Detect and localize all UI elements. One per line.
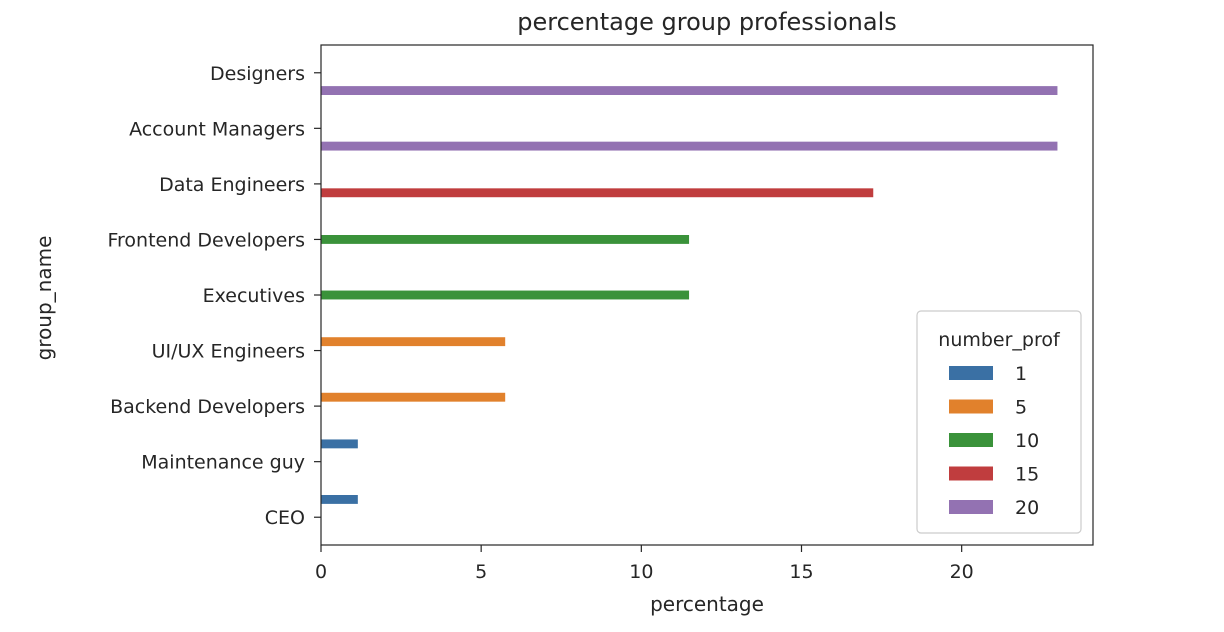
legend-title: number_prof (938, 329, 1061, 351)
y-tick-label: Backend Developers (110, 396, 305, 418)
x-tick-label: 5 (475, 561, 487, 583)
y-tick-label: Data Engineers (159, 174, 305, 196)
bar-designers-series-20 (321, 86, 1058, 95)
bar-executives-series-10 (321, 290, 690, 300)
x-tick-label: 20 (950, 561, 974, 583)
x-tick-label: 0 (315, 561, 327, 583)
legend-swatch-1 (949, 366, 993, 380)
y-tick-label: UI/UX Engineers (152, 341, 305, 363)
legend-label-10: 10 (1015, 430, 1039, 452)
legend-swatch-10 (949, 433, 993, 447)
bar-ui-ux-engineers-series-5 (321, 337, 506, 347)
bar-maintenance-guy-series-1 (321, 439, 358, 449)
y-tick-label: Designers (210, 63, 305, 85)
legend-swatch-5 (949, 399, 993, 414)
y-tick-label: Maintenance guy (141, 452, 305, 474)
bar-account-managers-series-20 (321, 141, 1058, 151)
legend-label-20: 20 (1015, 497, 1039, 519)
legend-label-5: 5 (1015, 397, 1027, 419)
bars-group (321, 86, 1058, 504)
legend-swatch-15 (949, 466, 993, 481)
y-axis-label: group_name (32, 236, 56, 361)
y-tick-label: Frontend Developers (107, 229, 305, 251)
x-tick-label: 15 (789, 561, 813, 583)
x-tick-label: 10 (629, 561, 653, 583)
bar-backend-developers-series-5 (321, 392, 506, 402)
chart-title: percentage group professionals (517, 8, 897, 36)
bar-frontend-developers-series-10 (321, 235, 690, 244)
y-tick-label: CEO (265, 507, 305, 529)
legend-label-15: 15 (1015, 464, 1039, 486)
x-axis-ticks: 0 5 10 15 20 (315, 545, 974, 583)
bar-data-engineers-series-15 (321, 188, 874, 198)
y-tick-label: Executives (203, 285, 305, 307)
y-axis-ticks: Designers Account Managers Data Engineers F… (107, 63, 321, 529)
y-tick-label: Account Managers (129, 118, 305, 140)
bar-ceo-series-1 (321, 495, 358, 504)
legend-label-1: 1 (1015, 363, 1027, 385)
x-axis-label: percentage (650, 592, 764, 616)
legend-swatch-20 (949, 500, 993, 514)
